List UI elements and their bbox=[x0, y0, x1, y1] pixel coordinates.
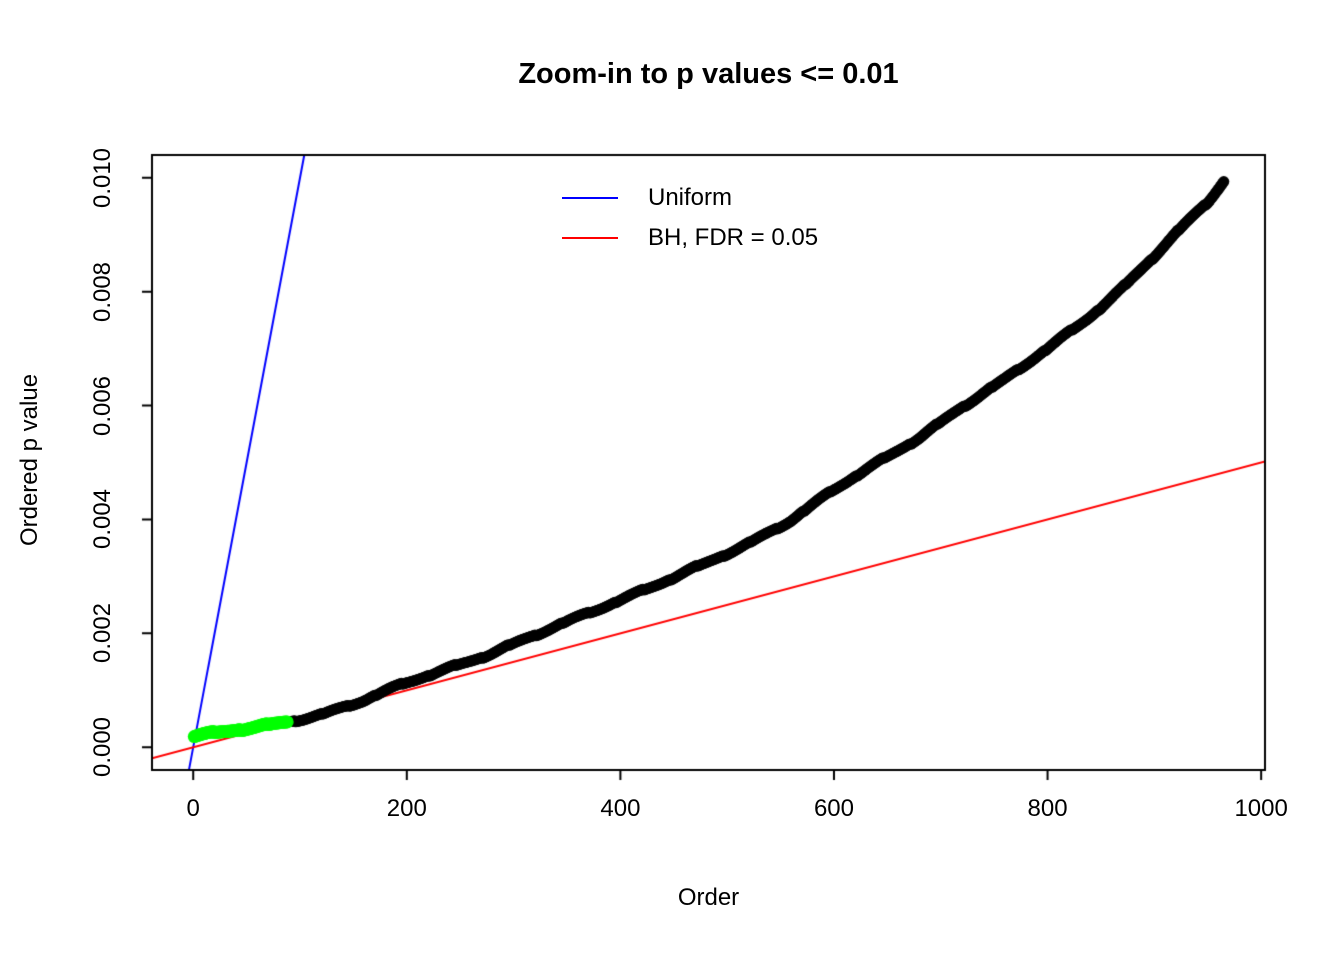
x-tick-label: 200 bbox=[386, 795, 427, 822]
x-tick-label: 600 bbox=[813, 795, 854, 822]
x-tick-label: 1000 bbox=[1234, 795, 1288, 822]
y-tick-label: 0.000 bbox=[89, 717, 116, 778]
legend-item-uniform: Uniform bbox=[562, 178, 818, 218]
legend-label-uniform: Uniform bbox=[648, 184, 733, 211]
x-tick-label: 800 bbox=[1027, 795, 1068, 822]
x-axis-label: Order bbox=[677, 884, 740, 911]
y-axis-label: Ordered p value bbox=[16, 373, 43, 547]
y-tick-label: 0.008 bbox=[89, 261, 116, 322]
legend-line-bh bbox=[562, 237, 618, 239]
y-tick-label: 0.010 bbox=[89, 147, 116, 208]
chart-title: Zoom-in to p values <= 0.01 bbox=[518, 58, 899, 90]
x-tick-label: 400 bbox=[600, 795, 641, 822]
y-tick-label: 0.004 bbox=[89, 489, 116, 550]
y-tick-label: 0.006 bbox=[89, 375, 116, 436]
legend-item-bh: BH, FDR = 0.05 bbox=[562, 218, 818, 258]
x-tick-label: 0 bbox=[186, 795, 200, 822]
legend: Uniform BH, FDR = 0.05 bbox=[562, 178, 818, 258]
legend-line-uniform bbox=[562, 197, 618, 199]
y-tick-label: 0.002 bbox=[89, 603, 116, 664]
legend-label-bh: BH, FDR = 0.05 bbox=[648, 224, 819, 251]
